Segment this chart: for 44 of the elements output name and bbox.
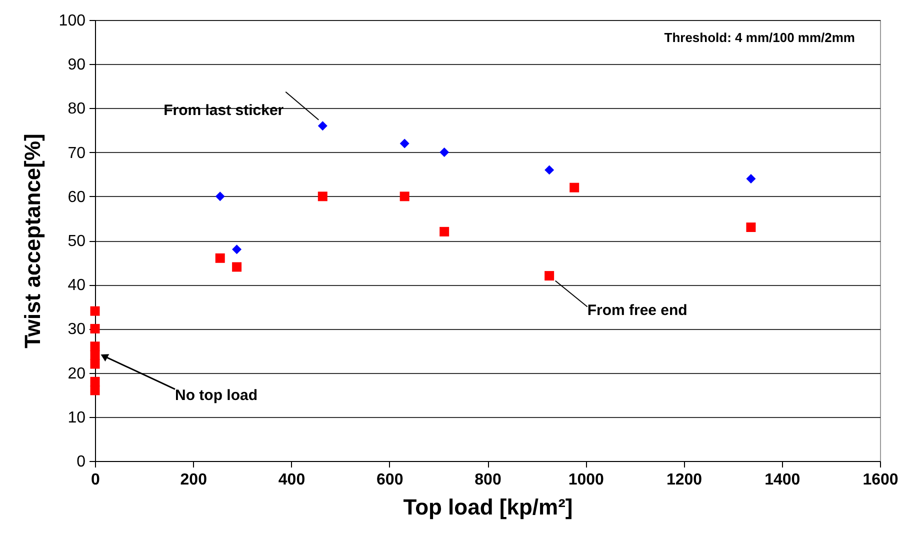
point bbox=[90, 342, 100, 352]
y-tick-label: 40 bbox=[68, 277, 86, 294]
x-tick-label: 1200 bbox=[666, 472, 702, 488]
point bbox=[318, 121, 328, 131]
y-tick-label: 30 bbox=[68, 321, 86, 338]
point bbox=[400, 192, 410, 202]
y-tick-label: 20 bbox=[68, 365, 86, 382]
y-tick-label: 100 bbox=[58, 12, 86, 30]
annotation: No top load bbox=[175, 387, 258, 404]
y-tick-label: 60 bbox=[68, 188, 86, 206]
y-axis-title: Twist acceptance[%] bbox=[20, 134, 45, 348]
point bbox=[90, 306, 100, 316]
x-tick-label: 600 bbox=[376, 472, 404, 488]
x-tick-label: 0 bbox=[91, 472, 100, 488]
point bbox=[232, 244, 242, 254]
y-tick-label: 90 bbox=[68, 56, 86, 74]
y-tick-label: 50 bbox=[68, 233, 86, 250]
x-tick-label: 1400 bbox=[764, 472, 800, 488]
point bbox=[90, 386, 100, 396]
point bbox=[400, 138, 410, 148]
x-tick-label: 800 bbox=[474, 472, 502, 488]
point bbox=[746, 174, 756, 184]
point bbox=[544, 271, 554, 281]
x-tick-label: 200 bbox=[180, 472, 208, 488]
y-tick-label: 70 bbox=[68, 144, 86, 162]
point bbox=[318, 192, 328, 202]
point bbox=[544, 165, 554, 175]
x-tick-label: 400 bbox=[278, 472, 306, 488]
y-tick-label: 80 bbox=[68, 100, 86, 118]
x-axis-title: Top load [kp/m²] bbox=[403, 494, 573, 520]
annotation: From free end bbox=[587, 302, 688, 319]
x-tick-label: 1000 bbox=[568, 472, 604, 488]
point bbox=[570, 182, 580, 192]
point bbox=[215, 192, 225, 202]
point bbox=[440, 226, 450, 236]
point bbox=[232, 262, 242, 272]
point bbox=[746, 222, 756, 232]
y-tick-label: 0 bbox=[76, 454, 86, 470]
point bbox=[440, 148, 450, 158]
point bbox=[215, 253, 225, 263]
y-tick-label: 10 bbox=[68, 409, 86, 426]
annotation: Threshold: 4 mm/100 mm/2mm bbox=[664, 30, 855, 45]
point bbox=[90, 359, 100, 369]
x-tick-label: 1600 bbox=[862, 472, 898, 488]
